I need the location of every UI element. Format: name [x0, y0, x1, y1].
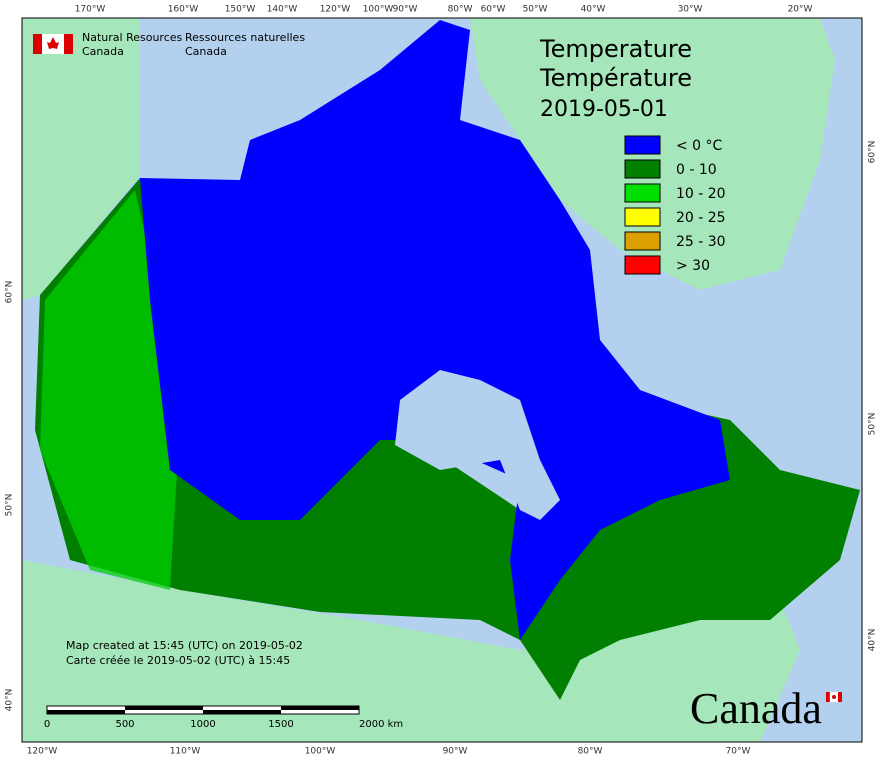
department-en: Canada	[82, 45, 124, 58]
legend-swatch	[624, 159, 661, 179]
department-fr: Canada	[185, 45, 227, 58]
alaska	[22, 18, 140, 300]
legend: < 0 °C 0 - 10 10 - 20 20 - 25 25 - 30 > 30	[624, 135, 726, 275]
united-states	[22, 560, 800, 742]
scale-label: 1500	[268, 719, 293, 730]
longitude-label: 150°W	[225, 5, 256, 15]
scale-label: 2000 km	[359, 719, 403, 730]
legend-swatch	[624, 255, 661, 275]
legend-label: 25 - 30	[676, 234, 726, 250]
flag-bar	[64, 34, 73, 54]
longitude-label: 170°W	[75, 5, 106, 15]
longitude-label: 40°W	[581, 5, 606, 15]
legend-label: 10 - 20	[676, 186, 726, 202]
longitude-label: 60°W	[481, 5, 506, 15]
longitude-label: 120°W	[320, 5, 351, 15]
note: Carte créée le 2019-05-02 (UTC) à 15:45	[66, 654, 290, 667]
hudson-bay	[395, 370, 560, 520]
longitude-label: 120°W	[27, 747, 58, 757]
longitude-label: 100°W	[305, 747, 336, 757]
legend-label: > 30	[676, 258, 710, 274]
latitude-label: 50°N	[868, 413, 878, 436]
longitude-label: 80°W	[578, 747, 603, 757]
legend-label: 20 - 25	[676, 210, 726, 226]
graticule-labels: 170°W 160°W 150°W 140°W 120°W 100°W 90°W 80°W 60…	[5, 5, 878, 757]
bc-region	[40, 190, 180, 590]
longitude-label: 50°W	[523, 5, 548, 15]
scale-labels: 0 500 1000 1500 2000 km	[44, 719, 403, 730]
department-en: Natural Resources	[82, 31, 183, 44]
legend-swatch	[624, 207, 661, 227]
scale-label: 500	[115, 719, 134, 730]
latitude-label: 60°N	[868, 141, 878, 164]
latitude-label: 50°N	[5, 494, 15, 517]
scale-segment	[125, 706, 203, 710]
longitude-label: 70°W	[726, 747, 751, 757]
longitude-label: 110°W	[170, 747, 201, 757]
longitude-label: 160°W	[168, 5, 199, 15]
scale-label: 0	[44, 719, 50, 730]
title-date: 2019-05-01	[540, 97, 668, 122]
note: Map created at 15:45 (UTC) on 2019-05-02	[66, 639, 303, 652]
legend-label: 0 - 10	[676, 162, 717, 178]
maple-leaf	[47, 37, 59, 49]
longitude-label: 20°W	[788, 5, 813, 15]
title-en: Temperature	[539, 35, 692, 63]
legend-swatch	[624, 135, 661, 155]
longitude-label: 100°W	[363, 5, 394, 15]
latitude-label: 40°N	[5, 689, 15, 712]
scale-segment	[281, 706, 359, 710]
department-fr: Ressources naturelles	[185, 31, 305, 44]
flag-bar	[33, 34, 42, 54]
legend-label: < 0 °C	[676, 138, 723, 154]
longitude-label: 30°W	[678, 5, 703, 15]
latitude-label: 40°N	[868, 629, 878, 652]
canada-cold-region	[140, 20, 730, 640]
legend-swatch	[624, 231, 661, 251]
longitude-label: 90°W	[443, 747, 468, 757]
title-fr: Température	[539, 64, 692, 92]
scale-segment	[47, 710, 125, 714]
legend-swatch	[624, 183, 661, 203]
wordmark-flag	[826, 692, 830, 702]
canada-warm-region	[35, 178, 860, 700]
longitude-label: 90°W	[393, 5, 418, 15]
map-frame	[21, 17, 863, 743]
scale-segment	[203, 710, 281, 714]
wordmark-flag	[838, 692, 842, 702]
canada-wordmark: Canada	[690, 684, 822, 733]
wordmark-leaf	[832, 695, 836, 699]
longitude-label: 140°W	[267, 5, 298, 15]
latitude-label: 60°N	[5, 281, 15, 304]
longitude-label: 80°W	[448, 5, 473, 15]
scale-label: 1000	[190, 719, 215, 730]
